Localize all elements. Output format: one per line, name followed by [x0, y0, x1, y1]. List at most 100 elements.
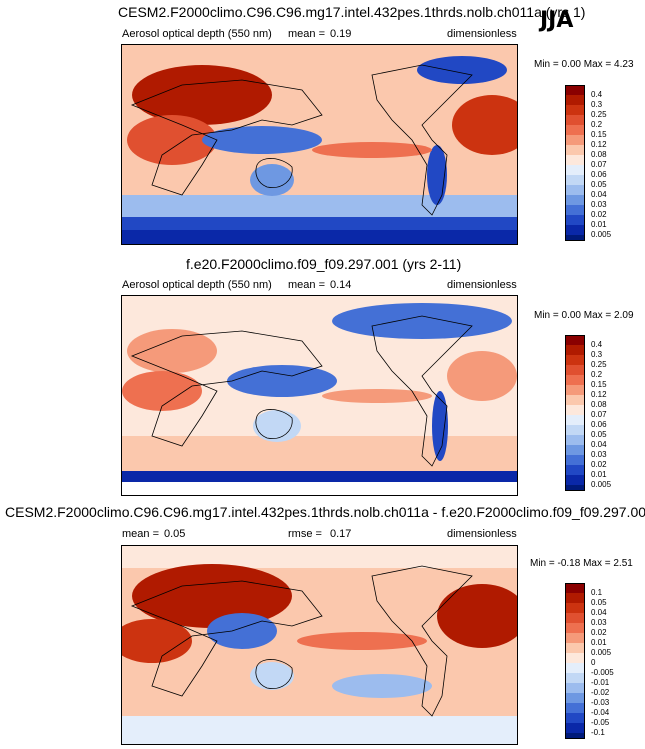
panel2-asia-warm	[127, 329, 217, 373]
panel3-cbar-label: 0.05	[591, 598, 607, 607]
panel3-rmse-value: 0.17	[330, 528, 352, 540]
panel3-title: CESM2.F2000climo.C96.C96.mg17.intel.432p…	[5, 504, 645, 520]
panel3-africa-hotspot	[122, 619, 192, 663]
panel1-indian-low	[202, 126, 322, 154]
panel1-pacific-band	[312, 142, 432, 158]
panel3-mean-value: 0.05	[164, 528, 186, 540]
panel3-cbar-label: 0	[591, 658, 596, 667]
panel1-cbar-label: 0.4	[591, 90, 603, 99]
panel1-coastline-eurasia-africa	[130, 79, 323, 196]
panel1-cbar-label: 0.06	[591, 170, 607, 179]
panel1-australia-low	[250, 164, 294, 196]
panel2-coastline-eurasia-africa	[130, 330, 323, 447]
panel3-cbar-label: -0.04	[591, 708, 610, 717]
panel1-cbar-label: 0.01	[591, 220, 607, 229]
panel1-cbar-label: 0.25	[591, 110, 607, 119]
panel1-cbar-label: 0.15	[591, 130, 607, 139]
panel2-variable: Aerosol optical depth (550 nm)	[122, 279, 272, 291]
panel2-mean-label: mean =	[288, 279, 325, 291]
panel3-arctic-band	[122, 546, 517, 568]
panel1-africa-hotspot	[127, 115, 217, 165]
panel1-southern-band	[122, 195, 517, 217]
panel2-southern-band	[122, 436, 517, 471]
panel3-map-svg	[122, 546, 517, 744]
panel3-australia-low	[250, 662, 294, 690]
panel3-coastline-australia	[255, 659, 293, 689]
panel3-units: dimensionless	[447, 528, 517, 540]
panel2-title: f.e20.F2000climo.f09_f09.297.001 (yrs 2-…	[186, 256, 462, 272]
panel2-cbar-label: 0.02	[591, 460, 607, 469]
panel3-atlantic-hotspot	[437, 584, 517, 648]
panel3-cbar-label: 0.005	[591, 648, 612, 657]
panel2-cbar-label: 0.01	[591, 470, 607, 479]
panel2-cbar-label: 0.12	[591, 390, 607, 399]
panel3-pacific-band	[297, 632, 427, 650]
panel1-title: CESM2.F2000climo.C96.C96.mg17.intel.432p…	[118, 4, 586, 20]
panel2-map-svg	[122, 296, 517, 495]
panel2-cbar-label: 0.15	[591, 380, 607, 389]
panel3-cbar-label: 0.03	[591, 618, 607, 627]
panel2-arctic-low	[332, 303, 512, 339]
panel1-coastline-americas	[371, 64, 473, 216]
panel1-map-svg	[122, 45, 517, 244]
panel3-minmax: Min = -0.18 Max = 2.51	[530, 558, 633, 569]
panel2-cbar-label: 0.07	[591, 410, 607, 419]
panel1-variable: Aerosol optical depth (550 nm)	[122, 28, 272, 40]
panel1-minmax: Min = 0.00 Max = 4.23	[534, 59, 634, 70]
panel2-colorbar: 0.4 0.3 0.25 0.2 0.15 0.12 0.08 0.07 0.0…	[565, 335, 625, 491]
panel3-mean-label: mean =	[122, 528, 159, 540]
panel3-cbar-label: -0.01	[591, 678, 610, 687]
panel1-colorbar: 0.4 0.3 0.25 0.2 0.15 0.12 0.08 0.07 0.0…	[565, 85, 625, 241]
panel3-cbar-frame	[565, 583, 585, 739]
panel3-cbar-label: -0.03	[591, 698, 610, 707]
panel1-cbar-label: 0.02	[591, 210, 607, 219]
panel3-map	[121, 545, 518, 745]
panel2-cbar-label: 0.06	[591, 420, 607, 429]
panel1-cbar-label: 0.3	[591, 100, 603, 109]
panel3-india-low	[207, 613, 277, 649]
panel3-cbar-label: 0.01	[591, 638, 607, 647]
panel2-atlantic-warm	[447, 351, 517, 401]
panel1-cbar-label: 0.03	[591, 200, 607, 209]
panel2-andes-low	[432, 391, 448, 461]
panel3-cbar-label: 0.04	[591, 608, 607, 617]
panel2-cbar-label: 0.3	[591, 350, 603, 359]
panel2-cbar-label: 0.04	[591, 440, 607, 449]
panel2-map	[121, 295, 518, 496]
panel2-cbar-label: 0.08	[591, 400, 607, 409]
panel1-cbar-label: 0.07	[591, 160, 607, 169]
panel1-andes-low	[427, 145, 447, 205]
panel1-cbar-label: 0.2	[591, 120, 603, 129]
panel3-cbar-label: -0.05	[591, 718, 610, 727]
panel1-cbar-label: 0.05	[591, 180, 607, 189]
panel1-coastline-australia	[255, 158, 293, 188]
season-label: JJA	[540, 8, 574, 33]
panel1-mean-value: 0.19	[330, 28, 352, 40]
panel1-cbar-frame	[565, 85, 585, 241]
panel3-cbar-label: 0.1	[591, 588, 603, 597]
panel2-cbar-label: 0.05	[591, 430, 607, 439]
panel2-units: dimensionless	[447, 279, 517, 291]
panel2-mean-value: 0.14	[330, 279, 352, 291]
panel2-cbar-frame	[565, 335, 585, 491]
panel2-cbar-label: 0.4	[591, 340, 603, 349]
panel2-africa-warm	[122, 371, 202, 411]
panel1-cbar-label: 0.04	[591, 190, 607, 199]
panel2-cbar-label: 0.03	[591, 450, 607, 459]
panel2-pacific-band	[322, 389, 432, 403]
panel2-coastline-americas	[371, 315, 473, 467]
panel1-map	[121, 44, 518, 245]
panel3-antarctic-band	[122, 716, 517, 744]
panel3-coastline-eurasia-africa	[130, 580, 323, 697]
panel3-cbar-label: -0.005	[591, 668, 614, 677]
panel2-indian-low	[227, 365, 337, 397]
panel3-rmse-label: rmse =	[288, 528, 322, 540]
panel2-coastline-australia	[255, 409, 293, 439]
panel1-cbar-label: 0.08	[591, 150, 607, 159]
panel3-cbar-label: -0.1	[591, 728, 605, 737]
panel1-cbar-label: 0.12	[591, 140, 607, 149]
panel3-colorbar: 0.1 0.05 0.04 0.03 0.02 0.01 0.005 0 -0.…	[565, 583, 625, 739]
panel1-asia-hotspot	[132, 65, 272, 125]
panel2-cbar-label: 0.25	[591, 360, 607, 369]
panel1-mean-label: mean =	[288, 28, 325, 40]
